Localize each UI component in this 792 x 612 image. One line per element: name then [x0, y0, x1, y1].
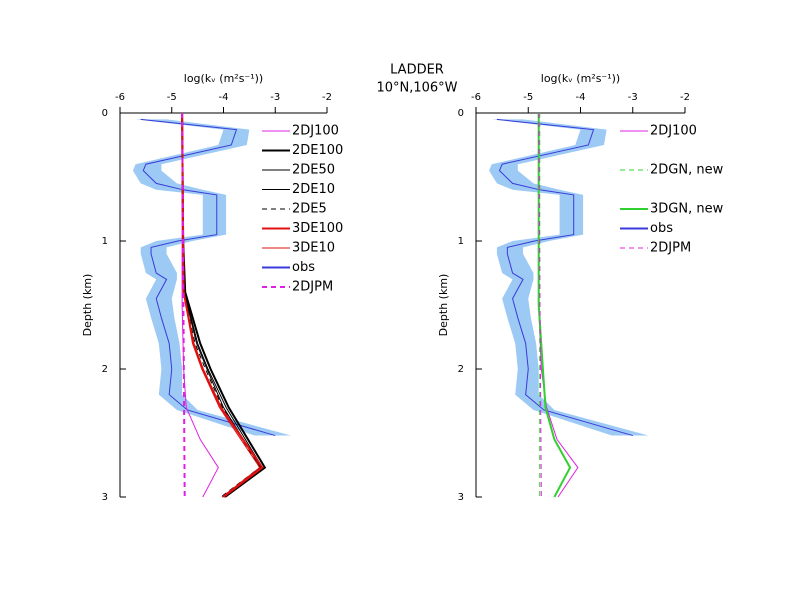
legend-label: obs: [292, 260, 315, 275]
title: LADDER: [390, 63, 444, 78]
series-line: [538, 113, 579, 498]
x-tick-label: -5: [167, 92, 177, 103]
legend-label: 3DGN, new: [650, 202, 724, 217]
series-line: [181, 112, 186, 498]
legend-label: 2DE100: [292, 143, 343, 158]
series-line: [537, 113, 572, 498]
y-axis-label: Depth (km): [81, 274, 94, 337]
x-tick-label: -2: [322, 92, 332, 103]
y-tick-label: 1: [458, 236, 464, 247]
x-tick-label: -6: [471, 92, 481, 103]
legend-label: 2DJPM: [292, 280, 333, 295]
x-tick-label: -6: [115, 92, 125, 103]
series-line: [181, 112, 264, 498]
series-line: [496, 118, 633, 437]
series-line: [181, 113, 219, 498]
legend-label: 2DJPM: [650, 241, 691, 256]
legend-label: 2DJ100: [292, 124, 339, 139]
y-tick-label: 0: [102, 108, 108, 119]
x-tick-label: -4: [219, 92, 229, 103]
subtitle: 10°N,106°W: [376, 81, 457, 96]
uncertainty-band: [489, 119, 649, 436]
legend-label: obs: [650, 221, 673, 236]
legend-label: 3DE10: [292, 241, 335, 256]
legend-label: 2DE50: [292, 163, 335, 178]
legend-label: 2DGN, new: [650, 163, 724, 178]
legend-label: 3DE100: [292, 221, 343, 236]
series-line: [140, 118, 276, 437]
legend-label: 2DE5: [292, 202, 327, 217]
x-tick-label: -4: [576, 92, 586, 103]
series-line: [181, 112, 263, 498]
legend-label: 2DE10: [292, 182, 335, 197]
series-line: [538, 112, 542, 498]
y-tick-label: 3: [102, 492, 108, 503]
legend-label: 2DJ100: [650, 124, 697, 139]
y-axis-label: Depth (km): [437, 274, 450, 337]
x-tick-label: -2: [680, 92, 690, 103]
y-tick-label: 2: [458, 364, 464, 375]
series-line: [181, 112, 267, 498]
x-tick-label: -5: [523, 92, 533, 103]
y-tick-label: 3: [458, 492, 464, 503]
y-tick-label: 2: [102, 364, 108, 375]
y-tick-label: 0: [458, 108, 464, 119]
x-axis-label: log(kᵥ (m²s⁻¹)): [541, 72, 620, 85]
x-tick-label: -3: [628, 92, 638, 103]
uncertainty-band: [132, 119, 291, 436]
y-tick-label: 1: [102, 236, 108, 247]
x-axis-label: log(kᵥ (m²s⁻¹)): [184, 72, 263, 85]
x-tick-label: -3: [270, 92, 280, 103]
